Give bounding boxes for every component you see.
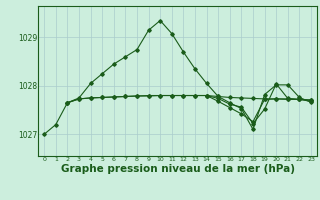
X-axis label: Graphe pression niveau de la mer (hPa): Graphe pression niveau de la mer (hPa) — [60, 164, 295, 174]
